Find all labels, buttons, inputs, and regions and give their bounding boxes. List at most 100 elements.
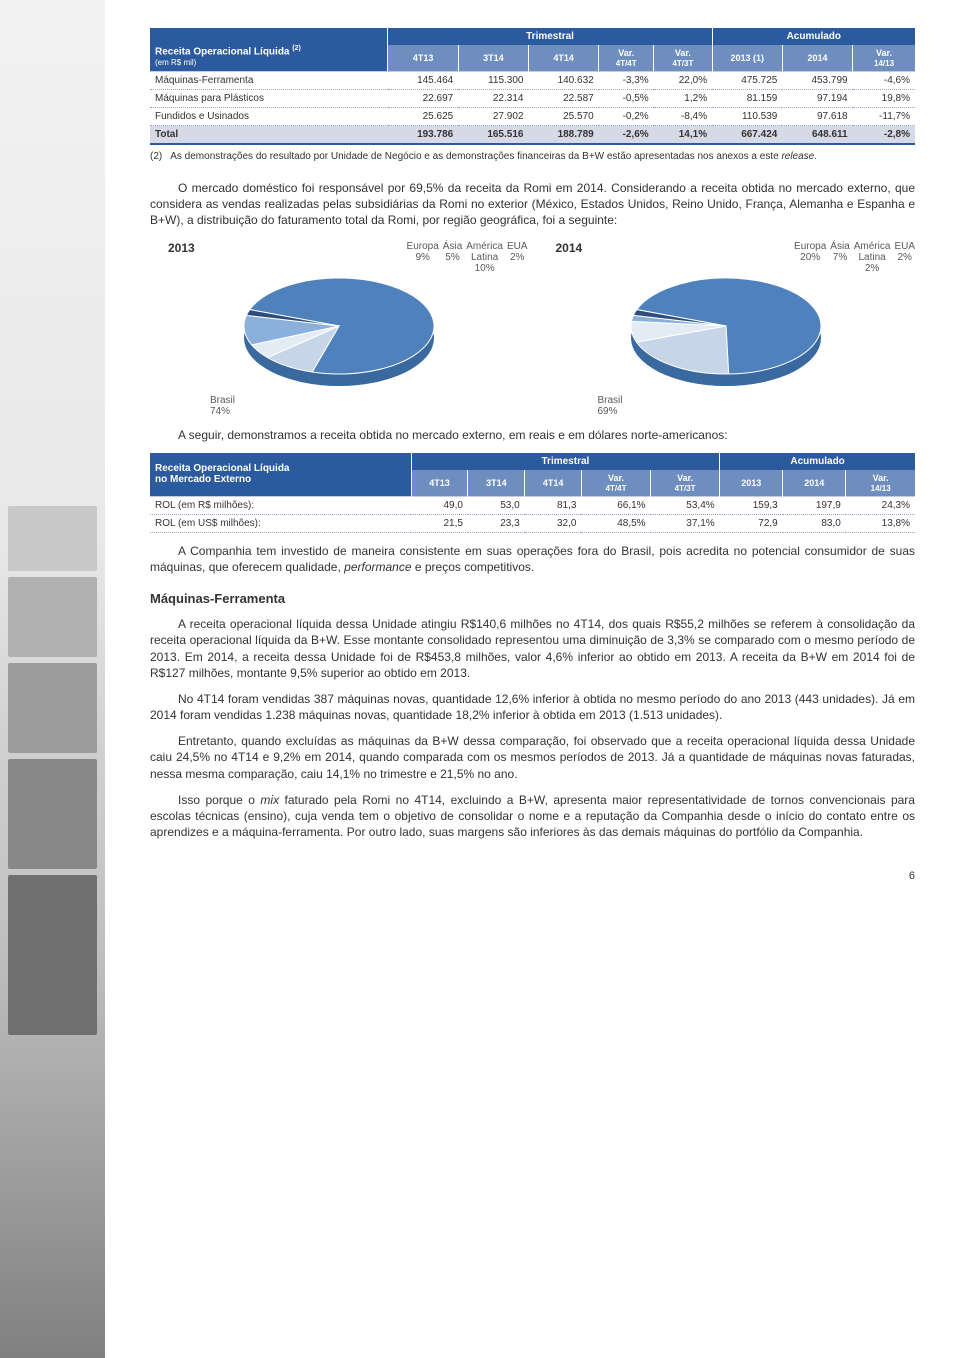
table-row-label: Máquinas para Plásticos xyxy=(150,90,388,108)
table-col-header: 2013 (1) xyxy=(712,45,782,72)
pie-2014-wrap: 2014 Europa20%Ásia7%AméricaLatina2%EUA2%… xyxy=(538,241,916,417)
table-cell: -3,3% xyxy=(599,72,654,90)
table-cell: 53,0 xyxy=(468,496,525,514)
table1-title-line2: (em R$ mil) xyxy=(155,58,196,67)
pie-slice-label: Ásia7% xyxy=(830,241,849,274)
paragraph-3-tail: e preços competitivos. xyxy=(412,560,535,574)
pie-2013-bottom-label: Brasil74% xyxy=(150,395,528,417)
table-cell: 48,5% xyxy=(581,514,650,532)
pie-2013-wrap: 2013 Europa9%Ásia5%AméricaLatina10%EUA2%… xyxy=(150,241,528,417)
table2-group-acumulado: Acumulado xyxy=(720,453,915,470)
table-cell: -0,2% xyxy=(599,108,654,126)
table-total-label: Total xyxy=(150,126,388,145)
table-cell: 197,9 xyxy=(783,496,846,514)
table-row: ROL (em R$ milhões):49,053,081,366,1%53,… xyxy=(150,496,915,514)
table1-group-trimestral: Trimestral xyxy=(388,28,712,45)
table-cell: 81.159 xyxy=(712,90,782,108)
table-cell: -2,8% xyxy=(853,126,915,145)
pie-slice-label: EUA2% xyxy=(507,241,528,274)
pie-2013-year: 2013 xyxy=(168,241,195,255)
sidebar-decoration xyxy=(0,0,105,1358)
footnote-number: (2) xyxy=(150,151,162,162)
table-cell: 140.632 xyxy=(528,72,598,90)
paragraph-2: A seguir, demonstramos a receita obtida … xyxy=(150,427,915,443)
paragraph-1: O mercado doméstico foi responsável por … xyxy=(150,180,915,229)
paragraph-7-a: Isso porque o xyxy=(178,793,260,807)
table-cell: 193.786 xyxy=(388,126,458,145)
table-cell: 110.539 xyxy=(712,108,782,126)
table-cell: 1,2% xyxy=(654,90,712,108)
page-number: 6 xyxy=(150,870,915,882)
table1-title-sup: (2) xyxy=(292,45,301,52)
pie-slice-label: EUA2% xyxy=(894,241,915,274)
table-cell: 648.611 xyxy=(782,126,852,145)
table-cell: 188.789 xyxy=(528,126,598,145)
paragraph-7-ital: mix xyxy=(260,793,279,807)
table-cell: 23,3 xyxy=(468,514,525,532)
table-cell: -0,5% xyxy=(599,90,654,108)
table-cell: -11,7% xyxy=(853,108,915,126)
table-cell: 24,3% xyxy=(846,496,915,514)
table-col-header: 4T14 xyxy=(528,45,598,72)
table-row-label: ROL (em R$ milhões): xyxy=(150,496,411,514)
section-title-maquinas-ferramenta: Máquinas-Ferramenta xyxy=(150,591,915,606)
table-col-header: Var.14/13 xyxy=(853,45,915,72)
table-cell: 165.516 xyxy=(458,126,528,145)
table-row-label: Fundidos e Usinados xyxy=(150,108,388,126)
table-col-header: 4T13 xyxy=(388,45,458,72)
external-market-table: Receita Operacional Líquida no Mercado E… xyxy=(150,453,915,533)
pie-slice-label: AméricaLatina10% xyxy=(466,241,503,274)
table-cell: 453.799 xyxy=(782,72,852,90)
paragraph-4: A receita operacional líquida dessa Unid… xyxy=(150,616,915,681)
table-cell: -4,6% xyxy=(853,72,915,90)
table1-group-acumulado: Acumulado xyxy=(712,28,915,45)
sidebar-photo xyxy=(8,663,97,753)
table-cell: 667.424 xyxy=(712,126,782,145)
table-cell: 19,8% xyxy=(853,90,915,108)
footnote-text-main: As demonstrações do resultado por Unidad… xyxy=(170,151,781,162)
table-cell: 66,1% xyxy=(581,496,650,514)
content-area: Receita Operacional Líquida (2) (em R$ m… xyxy=(105,0,960,1358)
pie-slice-label: Europa9% xyxy=(407,241,439,274)
table-col-header: Var.4T/3T xyxy=(651,470,720,497)
table-col-header: 4T13 xyxy=(411,470,468,497)
table-cell: -8,4% xyxy=(654,108,712,126)
table-col-header: 4T14 xyxy=(525,470,582,497)
table-row: Máquinas para Plásticos22.69722.31422.58… xyxy=(150,90,915,108)
pie-2014-top-labels: Europa20%Ásia7%AméricaLatina2%EUA2% xyxy=(794,241,915,274)
pie-2014-bottom-label: Brasil69% xyxy=(538,395,916,417)
paragraph-6: Entretanto, quando excluídas as máquinas… xyxy=(150,733,915,782)
table-cell: 25.570 xyxy=(528,108,598,126)
table2-title-line2: no Mercado Externo xyxy=(155,474,251,485)
table-cell: 22.587 xyxy=(528,90,598,108)
table-col-header: Var.14/13 xyxy=(846,470,915,497)
pie-2014-year: 2014 xyxy=(556,241,583,255)
table-col-header: Var.4T/4T xyxy=(581,470,650,497)
table-cell: 145.464 xyxy=(388,72,458,90)
pie-charts-row: 2013 Europa9%Ásia5%AméricaLatina10%EUA2%… xyxy=(150,241,915,417)
table-cell: 32,0 xyxy=(525,514,582,532)
table-cell: 53,4% xyxy=(651,496,720,514)
revenue-table-1: Receita Operacional Líquida (2) (em R$ m… xyxy=(150,28,915,145)
table-cell: 22,0% xyxy=(654,72,712,90)
sidebar-photo xyxy=(8,577,97,657)
table-cell: 37,1% xyxy=(651,514,720,532)
table-row: ROL (em US$ milhões):21,523,332,048,5%37… xyxy=(150,514,915,532)
table-cell: 115.300 xyxy=(458,72,528,90)
table-cell: 22.314 xyxy=(458,90,528,108)
table-row: Fundidos e Usinados25.62527.90225.570-0,… xyxy=(150,108,915,126)
table-cell: 159,3 xyxy=(720,496,783,514)
sidebar-photo xyxy=(8,506,97,571)
table-col-header: Var.4T/4T xyxy=(599,45,654,72)
table2-title-line1: Receita Operacional Líquida xyxy=(155,463,289,474)
table-cell: 49,0 xyxy=(411,496,468,514)
table-col-header: 3T14 xyxy=(458,45,528,72)
table-cell: -2,6% xyxy=(599,126,654,145)
table-row-label: Máquinas-Ferramenta xyxy=(150,72,388,90)
footnote-text-ital: release. xyxy=(781,151,817,162)
paragraph-3: A Companhia tem investido de maneira con… xyxy=(150,543,915,575)
table-cell: 22.697 xyxy=(388,90,458,108)
paragraph-7: Isso porque o mix faturado pela Romi no … xyxy=(150,792,915,841)
table-cell: 475.725 xyxy=(712,72,782,90)
table-cell: 13,8% xyxy=(846,514,915,532)
